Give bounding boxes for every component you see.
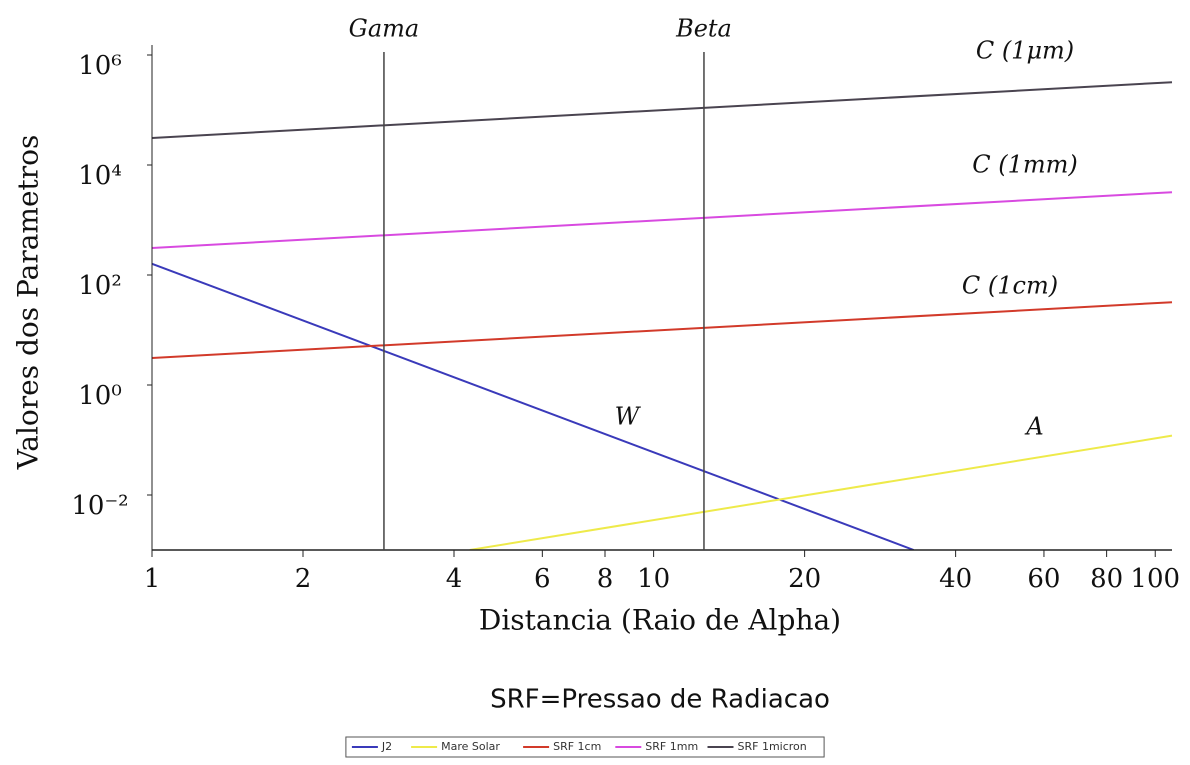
series-line — [152, 262, 915, 550]
y-tick-label: 10⁰ — [78, 381, 122, 411]
plot-area — [152, 81, 1173, 550]
reference-label: Gama — [349, 15, 420, 43]
x-tick-label: 6 — [534, 564, 551, 594]
y-tick-label: 10⁴ — [78, 161, 122, 191]
x-tick-label: 1 — [144, 564, 161, 594]
reference-label: Beta — [675, 15, 732, 43]
series-line — [152, 81, 1173, 139]
x-tick-label: 4 — [446, 564, 463, 594]
series-line — [469, 434, 1173, 550]
annotation: C (1μm) — [976, 37, 1074, 65]
x-tick-label: 100 — [1130, 564, 1180, 594]
x-axis-title: Distancia (Raio de Alpha) — [479, 604, 841, 637]
y-tick-label: 10⁻² — [71, 491, 128, 521]
legend-label: SRF 1cm — [553, 740, 601, 753]
annotation: C (1cm) — [962, 272, 1058, 300]
annotation: C (1mm) — [972, 151, 1078, 179]
x-tick-label: 10 — [637, 564, 670, 594]
x-tick-label: 80 — [1090, 564, 1123, 594]
y-axis-title: Valores dos Parametros — [12, 135, 45, 471]
note: SRF=Pressao de Radiacao — [490, 685, 830, 715]
x-tick-label: 20 — [788, 564, 821, 594]
y-tick-label: 10⁶ — [78, 51, 122, 81]
series-line — [152, 301, 1173, 359]
x-tick-label: 8 — [597, 564, 614, 594]
legend-label: Mare Solar — [441, 740, 500, 753]
annotation: A — [1024, 413, 1043, 441]
series-line — [152, 191, 1173, 249]
x-tick-label: 60 — [1027, 564, 1060, 594]
legend-label: SRF 1micron — [738, 740, 807, 753]
x-tick-label: 2 — [295, 564, 312, 594]
legend-label: SRF 1mm — [645, 740, 698, 753]
legend-box — [345, 736, 825, 758]
y-tick-label: 10² — [78, 271, 122, 301]
legend-label: J2 — [381, 740, 392, 753]
annotation: W — [615, 403, 642, 431]
x-tick-label: 40 — [939, 564, 972, 594]
